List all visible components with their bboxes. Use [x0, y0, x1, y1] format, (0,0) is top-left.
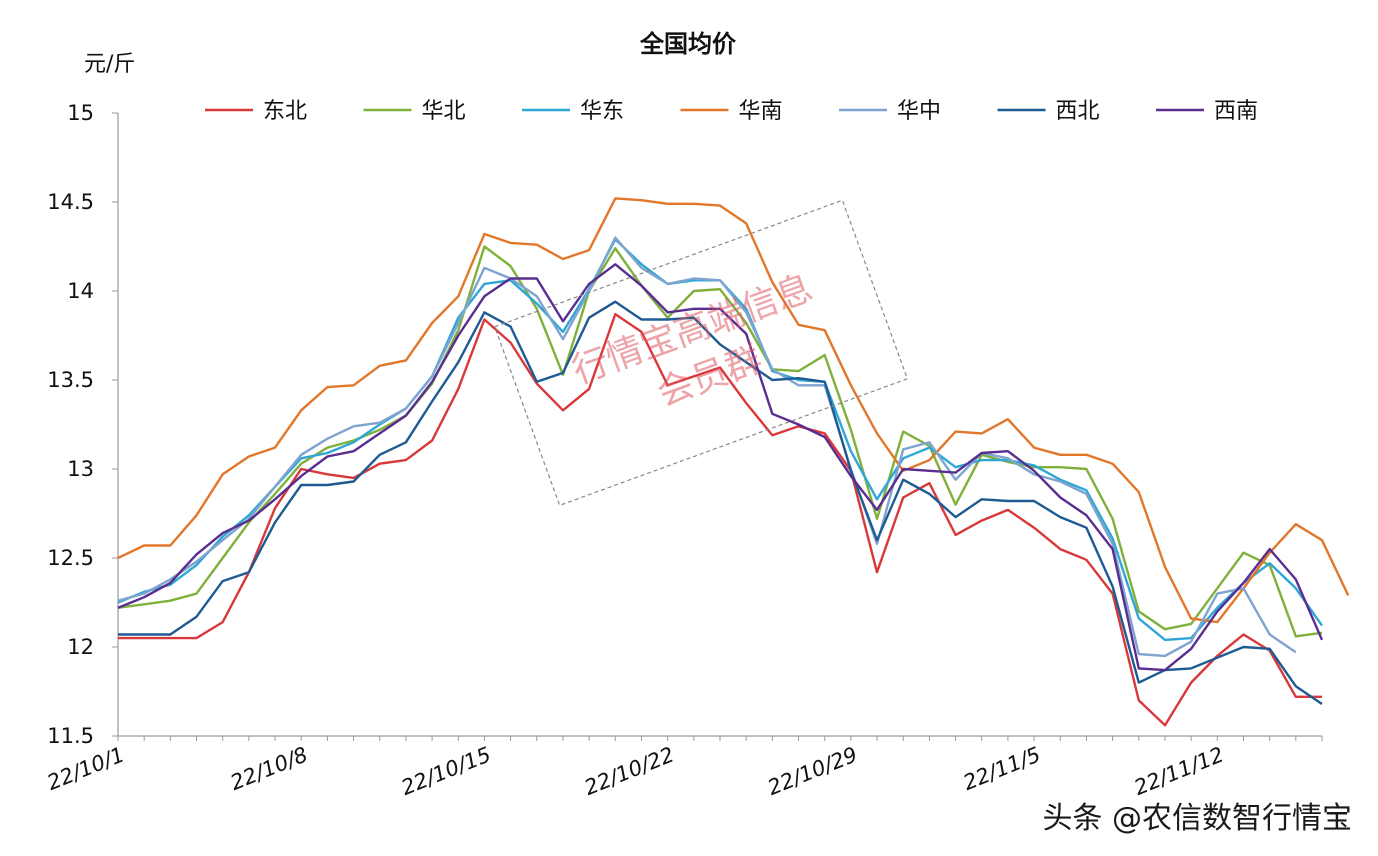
y-tick-label: 11.5: [47, 724, 94, 748]
axes: 11.5 12 12.5 13 13.5 14 14.5 15 22/10/1 22/10/8 22…: [44, 101, 1323, 800]
brand-watermark: 头条 @农信数智行情宝: [1042, 801, 1352, 836]
x-tick-label: 22/10/1: [44, 742, 128, 795]
series-line-东北: [118, 312, 1322, 727]
y-tick-label: 12: [67, 635, 94, 659]
legend-label: 华南: [739, 99, 783, 124]
legend-label: 华中: [897, 99, 941, 124]
x-tick-label: 22/11/5: [960, 742, 1044, 795]
series-line-华中: [117, 236, 1297, 658]
x-tick-label: 22/11/12: [1131, 742, 1227, 800]
series-line-西北: [118, 300, 1323, 705]
x-tick-label: 22/10/8: [227, 742, 311, 795]
legend-label: 西南: [1214, 99, 1258, 124]
y-tick-label: 12.5: [47, 546, 94, 570]
y-tick-label: 13: [67, 457, 94, 481]
y-tick-label: 13.5: [47, 368, 94, 392]
series-line-华南: [117, 197, 1350, 624]
x-tick-label: 22/10/29: [764, 742, 860, 800]
series-line-华北: [117, 245, 1323, 638]
x-tick-label: 22/10/22: [581, 742, 677, 800]
legend-label: 华北: [422, 99, 466, 124]
legend: 东北 华北 华东 华南 华中 西北 西南: [205, 99, 1258, 124]
y-tick-label: 15: [67, 101, 94, 125]
series-lines: [117, 197, 1350, 727]
watermark-box: [493, 199, 909, 507]
legend-label: 东北: [263, 99, 307, 124]
x-tick-label: 22/10/15: [398, 742, 494, 800]
y-tick-label: 14.5: [47, 190, 94, 214]
y-tick-label: 14: [67, 279, 94, 303]
chart-title: 全国均价: [639, 30, 737, 58]
series-line-西南: [117, 263, 1324, 672]
y-axis-unit: 元/斤: [84, 52, 135, 77]
legend-label: 西北: [1056, 99, 1100, 124]
watermark-stamp: 行情宝高端信息 会员群: [493, 199, 909, 507]
legend-label: 华东: [580, 99, 624, 124]
